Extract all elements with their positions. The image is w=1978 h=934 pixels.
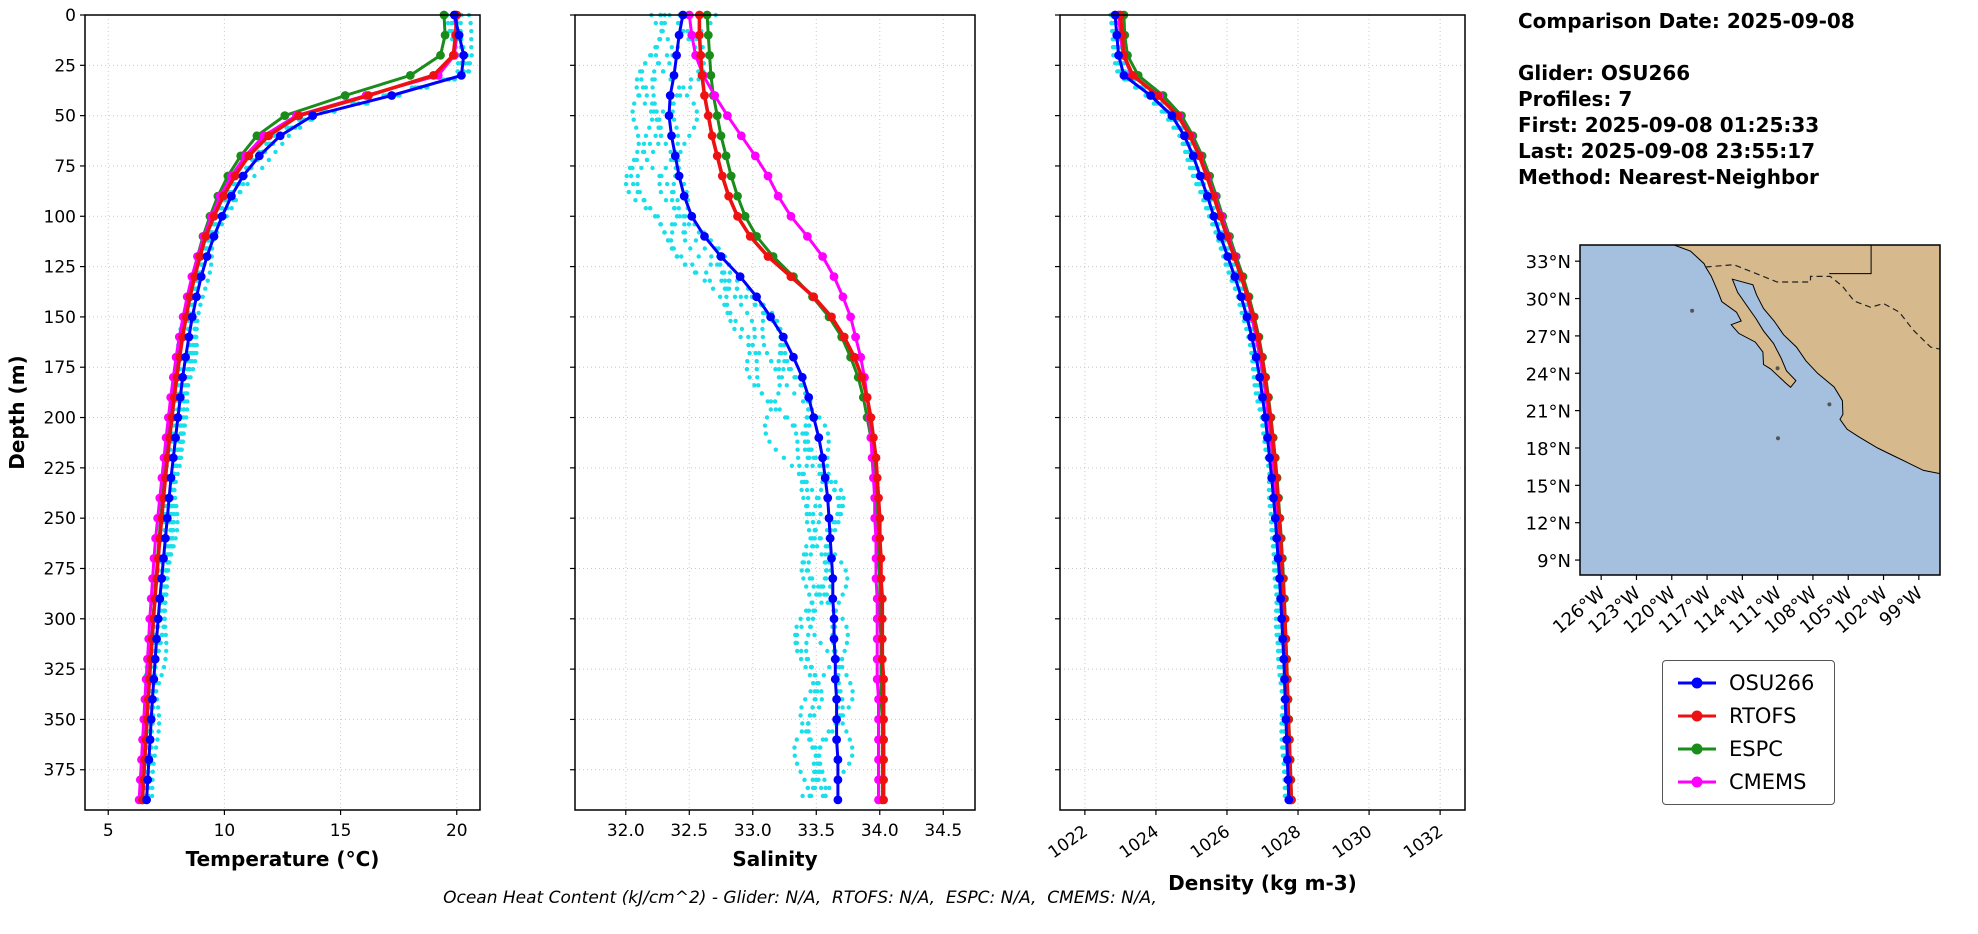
method-text: Method: Nearest-Neighbor bbox=[1518, 165, 1819, 189]
legend-label-espc: ESPC bbox=[1729, 737, 1783, 761]
legend-label-rtofs: RTOFS bbox=[1729, 704, 1797, 728]
svg-text:34.0: 34.0 bbox=[861, 821, 899, 841]
island bbox=[1776, 436, 1780, 441]
legend-item-cmems: CMEMS bbox=[1675, 770, 1814, 794]
svg-text:275: 275 bbox=[44, 559, 76, 579]
svg-text:15: 15 bbox=[330, 821, 352, 841]
svg-text:325: 325 bbox=[44, 660, 76, 680]
svg-text:125: 125 bbox=[44, 258, 76, 278]
svg-text:225: 225 bbox=[44, 459, 76, 479]
svg-text:1022: 1022 bbox=[1045, 822, 1092, 863]
spacer-line bbox=[1518, 34, 1855, 60]
svg-text:1032: 1032 bbox=[1400, 822, 1447, 863]
plot-frame bbox=[574, 14, 976, 811]
series-osu266 bbox=[664, 10, 843, 805]
svg-text:30°N: 30°N bbox=[1526, 290, 1571, 311]
glider-name-text: Glider: OSU266 bbox=[1518, 61, 1691, 85]
svg-text:27°N: 27°N bbox=[1526, 327, 1571, 348]
series-cmems bbox=[684, 10, 883, 805]
svg-text:Salinity: Salinity bbox=[732, 847, 817, 871]
island bbox=[1827, 402, 1832, 407]
svg-text:10: 10 bbox=[214, 821, 236, 841]
svg-text:33.5: 33.5 bbox=[797, 821, 835, 841]
comparison-date-text: Comparison Date: 2025-09-08 bbox=[1518, 9, 1855, 33]
legend-marker-cmems bbox=[1678, 776, 1716, 788]
series-rtofs bbox=[1116, 10, 1296, 805]
svg-text:32.5: 32.5 bbox=[670, 821, 708, 841]
plot-frame bbox=[84, 14, 481, 811]
svg-text:5: 5 bbox=[103, 821, 114, 841]
temperature-profile-chart: 5 10 15 20025507510012515017520022525027530… bbox=[5, 6, 481, 871]
grid-lines bbox=[575, 14, 975, 810]
info-panel: Comparison Date: 2025-09-08 Glider: OSU2… bbox=[1518, 8, 1855, 190]
last-profile-time-text: Last: 2025-09-08 23:55:17 bbox=[1518, 139, 1816, 163]
svg-text:Density (kg m-3): Density (kg m-3) bbox=[1168, 871, 1357, 895]
legend-item-osu266: OSU266 bbox=[1675, 671, 1814, 695]
grid-lines bbox=[1060, 14, 1465, 810]
svg-text:32.0: 32.0 bbox=[607, 821, 645, 841]
island bbox=[1775, 366, 1780, 371]
glider-raw-scatter bbox=[140, 12, 474, 799]
svg-text:21°N: 21°N bbox=[1526, 402, 1571, 423]
series-osu266 bbox=[142, 10, 469, 805]
svg-text:75: 75 bbox=[54, 157, 76, 177]
svg-text:24°N: 24°N bbox=[1526, 364, 1571, 385]
svg-text:34.5: 34.5 bbox=[924, 821, 962, 841]
svg-text:50: 50 bbox=[54, 107, 76, 127]
svg-text:150: 150 bbox=[44, 308, 76, 328]
legend-marker-osu266 bbox=[1678, 677, 1716, 689]
profiles-count-text: Profiles: 7 bbox=[1518, 87, 1633, 111]
series-espc bbox=[702, 10, 887, 805]
legend-item-espc: ESPC bbox=[1675, 737, 1814, 761]
svg-text:25: 25 bbox=[54, 56, 76, 76]
series-rtofs bbox=[695, 10, 888, 805]
first-profile-time-text: First: 2025-09-08 01:25:33 bbox=[1518, 113, 1820, 137]
series-espc bbox=[138, 10, 450, 805]
svg-text:350: 350 bbox=[44, 710, 76, 730]
svg-text:9°N: 9°N bbox=[1537, 551, 1571, 572]
island bbox=[1690, 308, 1695, 313]
map-frame bbox=[1579, 244, 1941, 576]
location-map: 33°N30°N27°N24°N21°N18°N15°N12°N9°N126°W… bbox=[1526, 244, 1941, 638]
plot-frame bbox=[1059, 14, 1466, 811]
svg-text:20: 20 bbox=[446, 821, 468, 841]
svg-text:18°N: 18°N bbox=[1526, 439, 1571, 460]
legend-label-osu266: OSU266 bbox=[1729, 671, 1815, 695]
svg-text:375: 375 bbox=[44, 761, 76, 781]
series-osu266 bbox=[1110, 10, 1294, 805]
legend: OSU266 RTOFS ESPC CMEMS bbox=[1662, 660, 1836, 805]
svg-text:250: 250 bbox=[44, 509, 76, 529]
svg-text:1030: 1030 bbox=[1329, 822, 1376, 863]
grid-lines bbox=[85, 14, 480, 810]
svg-text:1026: 1026 bbox=[1187, 822, 1234, 863]
svg-text:300: 300 bbox=[44, 610, 76, 630]
svg-text:15°N: 15°N bbox=[1526, 476, 1571, 497]
legend-label-cmems: CMEMS bbox=[1729, 770, 1807, 794]
svg-text:100: 100 bbox=[44, 207, 76, 227]
svg-text:1024: 1024 bbox=[1116, 822, 1163, 863]
legend-item-rtofs: RTOFS bbox=[1675, 704, 1814, 728]
svg-text:12°N: 12°N bbox=[1526, 514, 1571, 535]
svg-text:33°N: 33°N bbox=[1526, 252, 1571, 273]
us-mexico-border bbox=[1705, 264, 1940, 350]
state-border bbox=[1829, 245, 1872, 275]
legend-marker-rtofs bbox=[1678, 710, 1716, 722]
svg-text:Depth (m): Depth (m) bbox=[5, 355, 29, 469]
svg-text:200: 200 bbox=[44, 409, 76, 429]
ocean-heat-content-note: Ocean Heat Content (kJ/cm^2) - Glider: N… bbox=[443, 888, 1157, 908]
legend-marker-espc bbox=[1678, 743, 1716, 755]
svg-text:33.0: 33.0 bbox=[734, 821, 772, 841]
svg-text:175: 175 bbox=[44, 358, 76, 378]
salinity-profile-chart: 32.0 32.5 33.0 33.5 34.0 34.5 Salinity bbox=[570, 10, 976, 871]
density-profile-chart: 1022 1024 1026 1028 1030 1032 Density (kg m-3) bbox=[1045, 10, 1466, 895]
map-land bbox=[1673, 245, 1940, 475]
svg-text:0: 0 bbox=[65, 6, 76, 26]
svg-text:Temperature (°C): Temperature (°C) bbox=[186, 847, 380, 871]
svg-text:1028: 1028 bbox=[1258, 822, 1305, 863]
